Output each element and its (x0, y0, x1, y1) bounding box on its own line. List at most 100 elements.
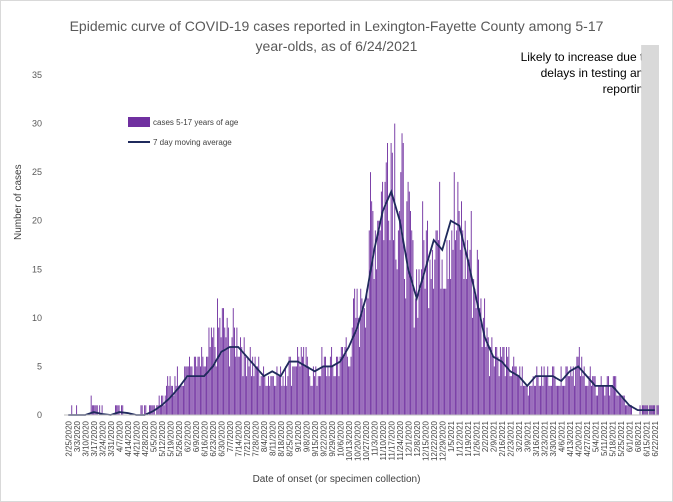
case-bar (566, 366, 568, 415)
case-bar (361, 298, 363, 415)
case-bar (612, 376, 614, 415)
case-bar (527, 395, 529, 415)
case-bar (580, 376, 581, 415)
x-tick-label: 9/29/2020 (328, 420, 337, 456)
x-tick-label: 12/22/2020 (430, 420, 439, 461)
case-bar (209, 347, 211, 415)
case-bar (547, 366, 549, 415)
case-bar (628, 405, 630, 415)
case-bar (234, 327, 235, 415)
case-bar (254, 356, 256, 415)
case-bar (601, 385, 603, 415)
case-bar (525, 385, 527, 415)
case-bar (537, 376, 539, 415)
x-tick-label: 10/20/2020 (353, 420, 362, 461)
case-bar (300, 347, 302, 415)
case-bar (625, 405, 626, 415)
case-bar (346, 356, 348, 415)
case-bar (592, 376, 594, 415)
case-bar (270, 376, 272, 415)
case-bar (333, 376, 335, 415)
case-bar (193, 356, 195, 415)
case-bar (141, 405, 143, 415)
x-tick-label: 1/19/2021 (464, 420, 473, 456)
case-bar (316, 385, 318, 415)
case-bar (543, 366, 545, 415)
case-bar (121, 405, 122, 415)
case-bar (385, 162, 387, 415)
case-bar (377, 220, 379, 415)
case-bar (370, 172, 371, 415)
case-bar (512, 366, 513, 415)
case-bar (501, 356, 503, 415)
case-bar (223, 308, 224, 415)
case-bar (482, 317, 484, 415)
case-bar (542, 385, 544, 415)
case-bar (282, 376, 284, 415)
x-tick-label: 9/1/2020 (294, 420, 303, 452)
case-bar (221, 308, 223, 415)
case-bar (252, 356, 254, 415)
case-bar (268, 376, 269, 415)
case-bar (115, 405, 116, 415)
case-bar (391, 152, 393, 415)
case-bar (518, 376, 520, 415)
case-bar (591, 385, 592, 415)
case-bar (191, 366, 193, 415)
x-axis-label: Date of onset (or specimen collection) (252, 474, 421, 485)
case-bar (278, 376, 280, 415)
case-bar (414, 298, 416, 415)
case-bar (257, 366, 258, 415)
case-bar (538, 385, 540, 415)
case-bar (623, 395, 625, 415)
case-bar (230, 347, 232, 415)
case-bar (616, 395, 618, 415)
x-tick-label: 4/14/2020 (124, 420, 133, 456)
case-bar (331, 347, 333, 415)
case-bar (399, 211, 401, 415)
case-bar (157, 405, 159, 415)
case-bar (172, 385, 173, 415)
case-bar (439, 181, 441, 415)
case-bar (599, 385, 601, 415)
case-bar (372, 211, 374, 415)
case-bar (581, 356, 583, 415)
case-bar (565, 366, 567, 415)
x-tick-label: 2/9/2021 (489, 420, 498, 452)
case-bar (402, 143, 404, 415)
case-bar (309, 376, 311, 415)
case-bar (225, 337, 227, 415)
case-bar (343, 356, 345, 415)
case-bar (365, 327, 367, 415)
case-bar (410, 211, 411, 415)
case-bar (429, 259, 431, 415)
case-bar (248, 366, 250, 415)
case-bar (317, 376, 319, 415)
case-bar (563, 385, 564, 415)
case-bar (189, 356, 190, 415)
case-bar (184, 366, 186, 415)
x-tick-label: 6/15/2021 (642, 420, 651, 456)
case-bar (496, 347, 498, 415)
case-bar (583, 366, 585, 415)
annotation-line-3: reporting (602, 82, 650, 96)
case-bar (594, 376, 596, 415)
case-bar (416, 269, 418, 415)
case-bar (598, 385, 600, 415)
x-tick-label: 12/15/2020 (421, 420, 430, 461)
y-tick-label: 0 (37, 410, 42, 420)
case-bar (198, 356, 200, 415)
case-bar (394, 123, 396, 415)
case-bar (453, 172, 455, 415)
case-bar (251, 376, 252, 415)
case-bar (212, 337, 214, 415)
case-bar (149, 405, 150, 415)
case-bar (582, 376, 584, 415)
case-bar (452, 249, 454, 415)
case-bar (564, 385, 566, 415)
case-bar (371, 201, 373, 415)
case-bar (521, 366, 523, 415)
case-bar (76, 405, 78, 415)
case-bar (118, 405, 120, 415)
case-bar (90, 395, 92, 415)
